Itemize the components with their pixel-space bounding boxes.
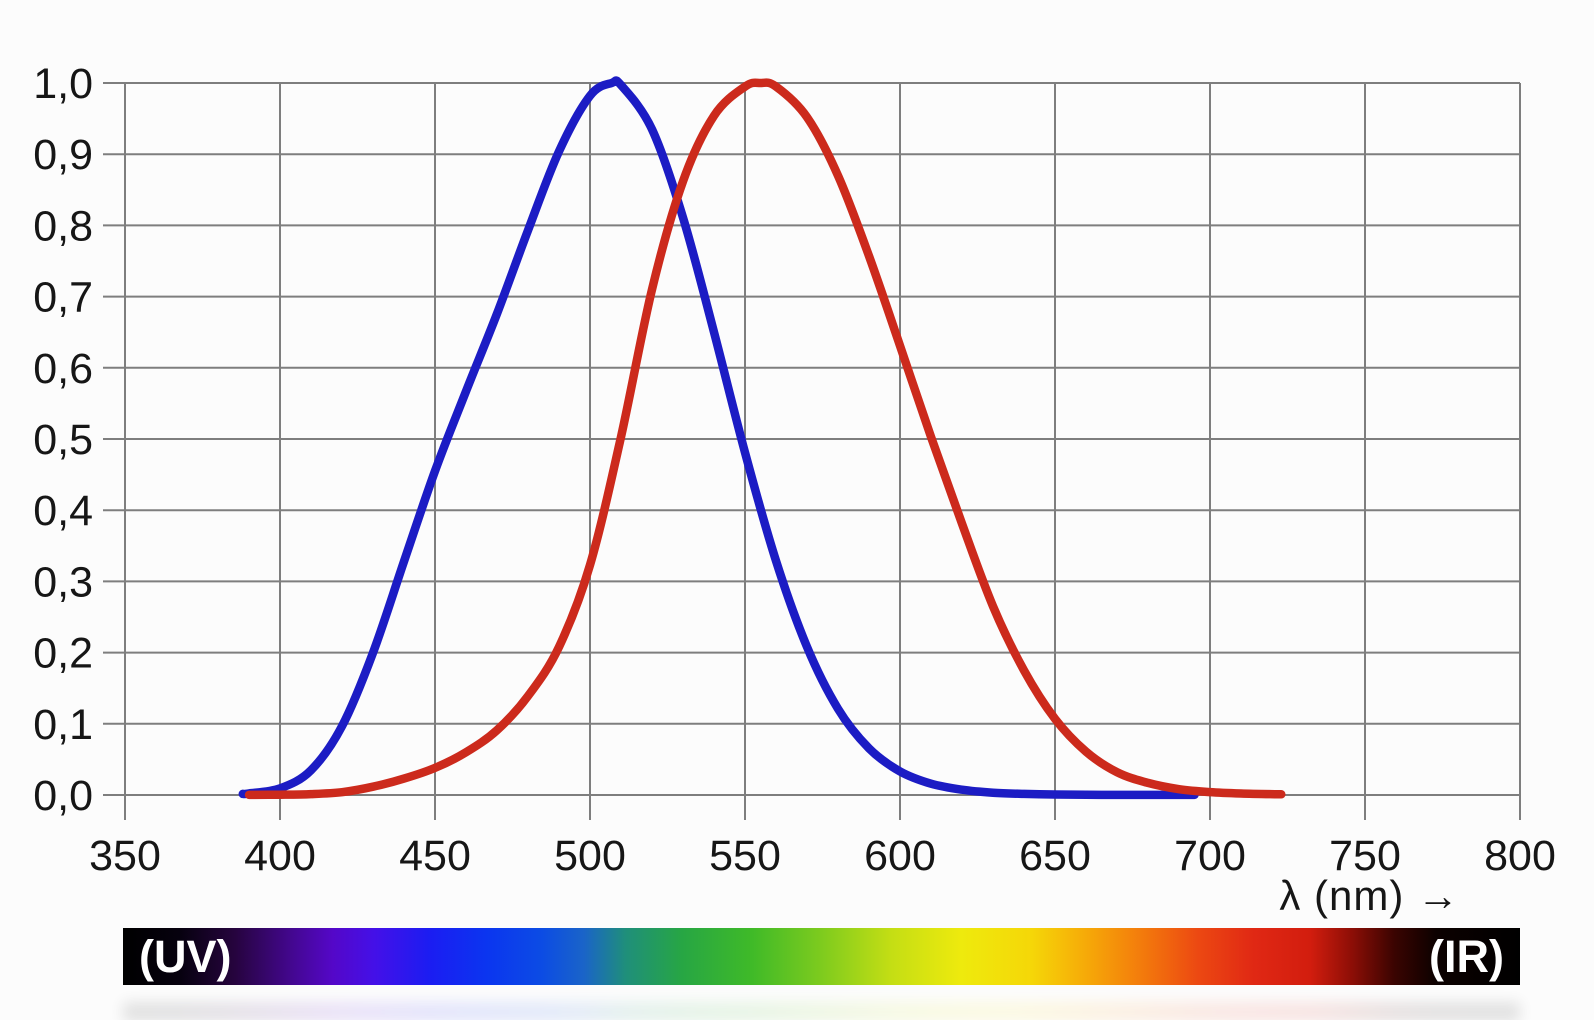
- y-tick-label: 0,6: [33, 345, 93, 393]
- x-tick-label: 650: [1019, 832, 1091, 880]
- y-tick-label: 0,4: [33, 487, 93, 535]
- y-tick-label: 0,3: [33, 558, 93, 606]
- spectrum-bar: (UV) (IR): [123, 928, 1520, 985]
- x-tick-label: 500: [554, 832, 626, 880]
- x-tick-label: 350: [89, 832, 161, 880]
- y-tick-label: 0,1: [33, 701, 93, 749]
- x-tick-label: 700: [1174, 832, 1246, 880]
- spectrum-bar-reflection: [123, 1002, 1520, 1020]
- x-tick-label: 550: [709, 832, 781, 880]
- y-tick-label: 0,5: [33, 416, 93, 464]
- y-tick-label: 1,0: [33, 60, 93, 108]
- y-tick-label: 0,9: [33, 131, 93, 179]
- y-tick-label: 0,0: [33, 772, 93, 820]
- y-tick-label: 0,7: [33, 274, 93, 322]
- x-tick-label: 750: [1329, 832, 1401, 880]
- uv-label: (UV): [139, 931, 232, 982]
- y-tick-label: 0,2: [33, 630, 93, 678]
- x-tick-label: 600: [864, 832, 936, 880]
- red-curve: [244, 78, 1286, 800]
- x-axis-label: λ (nm) →: [1279, 872, 1460, 919]
- blue-curve: [238, 76, 1199, 800]
- ir-label: (IR): [1429, 931, 1504, 982]
- x-tick-label: 800: [1484, 832, 1556, 880]
- x-tick-label: 450: [399, 832, 471, 880]
- y-tick-label: 0,8: [33, 202, 93, 250]
- x-tick-label: 400: [244, 832, 316, 880]
